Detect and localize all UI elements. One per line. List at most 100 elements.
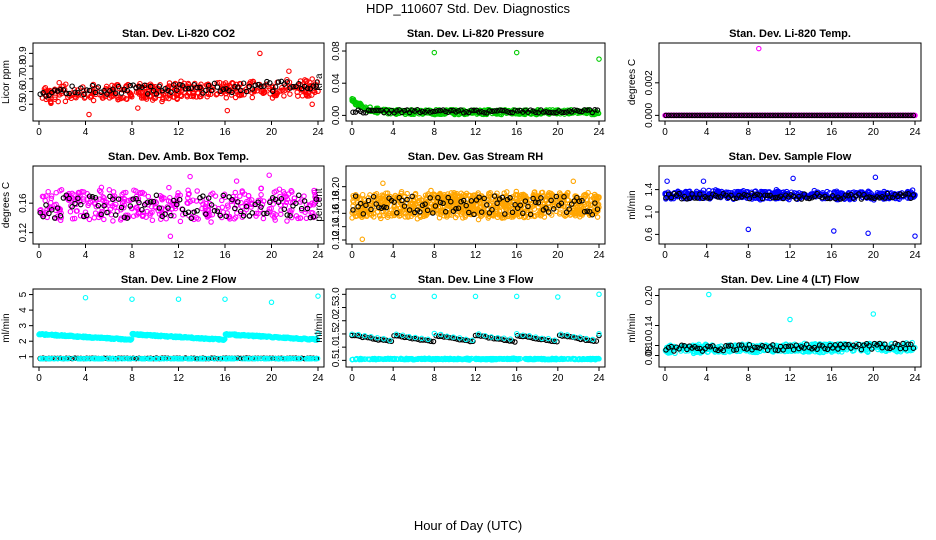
data-point <box>829 112 836 119</box>
data-point <box>37 209 43 216</box>
data-point <box>677 189 684 196</box>
x-tick-label: 20 <box>552 373 564 384</box>
data-point <box>376 204 382 211</box>
data-point <box>581 107 588 113</box>
data-point <box>147 199 154 205</box>
data-point <box>139 206 145 213</box>
data-point <box>51 87 58 93</box>
data-point <box>269 95 276 101</box>
data-point <box>203 211 209 217</box>
data-point <box>293 355 299 362</box>
data-point <box>121 214 128 220</box>
data-point <box>284 212 290 218</box>
data-point <box>286 79 293 85</box>
data-point <box>100 194 106 200</box>
data-point <box>422 201 428 207</box>
data-point <box>121 195 127 202</box>
data-point <box>257 50 263 57</box>
data-point <box>83 87 90 93</box>
data-point <box>74 208 80 214</box>
data-point <box>390 293 396 300</box>
data-point <box>101 195 107 201</box>
data-point <box>380 212 387 219</box>
data-point <box>168 89 174 95</box>
data-point <box>585 189 591 196</box>
y-tick-label: 0.7 <box>18 71 29 85</box>
x-tick-label: 20 <box>868 127 880 138</box>
data-point <box>121 86 128 93</box>
data-point <box>424 207 431 214</box>
data-point <box>185 200 191 207</box>
data-point <box>581 208 588 215</box>
data-point <box>153 192 160 199</box>
data-point <box>471 211 477 218</box>
data-point <box>92 89 99 96</box>
data-point <box>119 356 125 362</box>
data-point <box>543 205 549 211</box>
data-point <box>235 199 241 205</box>
y-tick-label: 1.4 <box>644 182 655 196</box>
data-point <box>180 85 186 91</box>
data-point <box>902 112 909 119</box>
data-point <box>673 112 680 119</box>
data-point <box>592 193 599 200</box>
data-point <box>527 211 534 218</box>
data-point <box>757 112 763 119</box>
data-point <box>179 206 186 213</box>
data-point <box>686 195 693 202</box>
data-point <box>293 200 299 207</box>
data-point <box>145 193 152 200</box>
y-axis-label: ml/min <box>314 313 325 342</box>
data-point <box>223 213 229 219</box>
data-point <box>373 356 380 362</box>
points-layer <box>37 172 321 240</box>
data-point <box>185 191 192 198</box>
data-point <box>447 201 454 207</box>
data-point <box>744 112 750 119</box>
data-point <box>858 196 865 202</box>
data-point <box>744 195 750 201</box>
data-point <box>51 215 58 221</box>
data-point <box>85 355 91 362</box>
data-point <box>268 205 274 212</box>
data-point <box>571 210 577 216</box>
data-point <box>759 195 766 202</box>
data-point <box>268 299 275 306</box>
data-point <box>796 112 802 119</box>
data-point <box>378 215 384 222</box>
data-point <box>107 193 113 200</box>
data-point <box>507 109 513 116</box>
data-point <box>368 107 374 114</box>
data-point <box>764 112 771 119</box>
x-tick-label: 4 <box>390 250 396 261</box>
data-point <box>512 201 518 208</box>
data-point <box>140 355 147 362</box>
data-point <box>409 201 416 208</box>
data-point <box>38 206 44 213</box>
data-point <box>310 83 317 89</box>
data-point <box>360 110 367 116</box>
data-point <box>185 85 192 92</box>
data-point <box>401 207 408 213</box>
data-point <box>435 194 441 201</box>
data-point <box>509 209 516 216</box>
data-point <box>237 81 244 87</box>
data-point <box>578 204 585 210</box>
data-point <box>106 187 113 193</box>
data-point <box>478 209 485 215</box>
data-point <box>835 112 841 119</box>
data-point <box>757 195 764 202</box>
data-point <box>240 213 247 219</box>
data-point <box>770 112 776 119</box>
data-point <box>876 195 883 201</box>
data-point <box>91 215 98 221</box>
data-point <box>167 194 173 201</box>
data-point <box>501 190 507 196</box>
plot-frame <box>32 288 325 368</box>
data-point <box>507 195 513 201</box>
data-point <box>384 356 390 362</box>
x-tick-label: 16 <box>511 127 523 138</box>
data-point <box>396 213 403 219</box>
data-point <box>536 355 542 362</box>
